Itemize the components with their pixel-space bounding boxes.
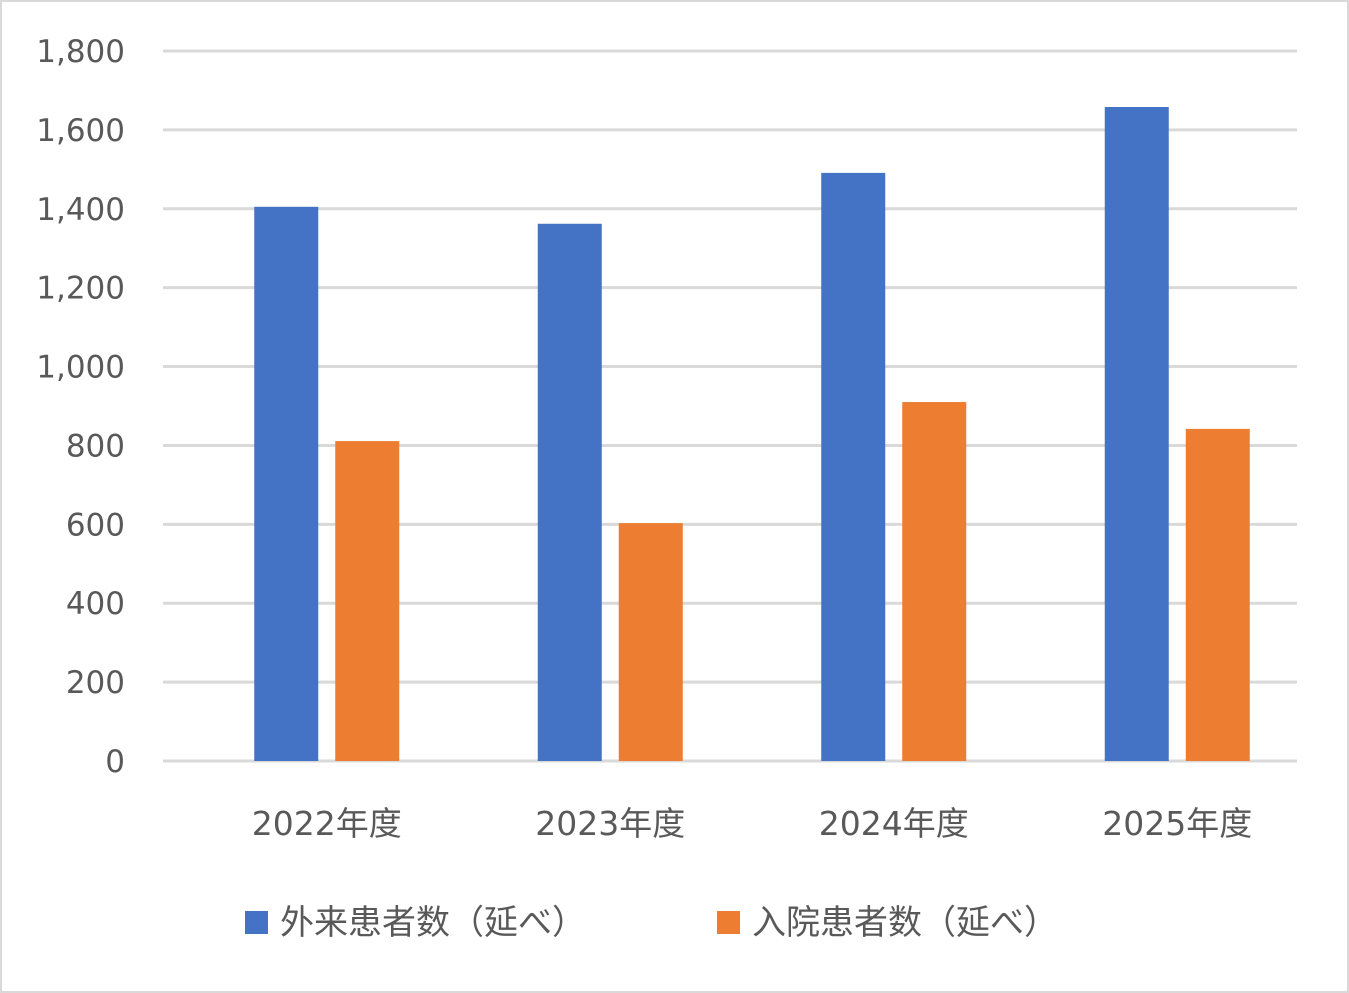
y-tick-label: 1,200 <box>36 271 125 307</box>
x-axis-labels: 2022年度 2023年度 2024年度 2025年度 <box>252 804 1252 843</box>
bar-outpatient-2 <box>537 223 602 761</box>
legend-label: 入院患者数（延べ） <box>752 903 1058 943</box>
x-tick-label: 2024年度 <box>819 804 969 843</box>
bar-outpatient-1 <box>254 206 319 762</box>
bar-outpatient-3 <box>821 172 886 762</box>
y-tick-label: 200 <box>66 665 125 701</box>
x-tick-label: 2023年度 <box>535 804 685 843</box>
legend-label: 外来患者数（延べ） <box>280 903 586 943</box>
y-tick-label: 800 <box>66 428 125 464</box>
y-tick-label: 1,600 <box>36 113 125 149</box>
y-tick-label: 0 <box>105 744 125 780</box>
legend: 外来患者数（延べ） 入院患者数（延べ） <box>245 903 1058 943</box>
legend-swatch <box>245 911 268 934</box>
legend-swatch <box>717 911 740 934</box>
x-tick-label: 2022年度 <box>252 804 402 843</box>
y-tick-label: 600 <box>66 507 125 543</box>
bar-inpatient-3 <box>902 402 967 761</box>
bar-inpatient-1 <box>335 441 400 761</box>
bar-inpatient-4 <box>1185 428 1250 761</box>
y-tick-label: 1,000 <box>36 350 125 386</box>
y-axis-labels: 0 200 400 600 800 1,000 1,200 1,400 1,600 1,800 <box>36 34 125 780</box>
x-tick-label: 2025年度 <box>1102 804 1252 843</box>
y-tick-label: 1,400 <box>36 192 125 228</box>
bar-inpatient-2 <box>618 523 683 761</box>
bars <box>254 107 1250 762</box>
y-tick-label: 1,800 <box>36 34 125 70</box>
y-tick-label: 400 <box>66 586 125 622</box>
bar-outpatient-4 <box>1104 107 1169 761</box>
